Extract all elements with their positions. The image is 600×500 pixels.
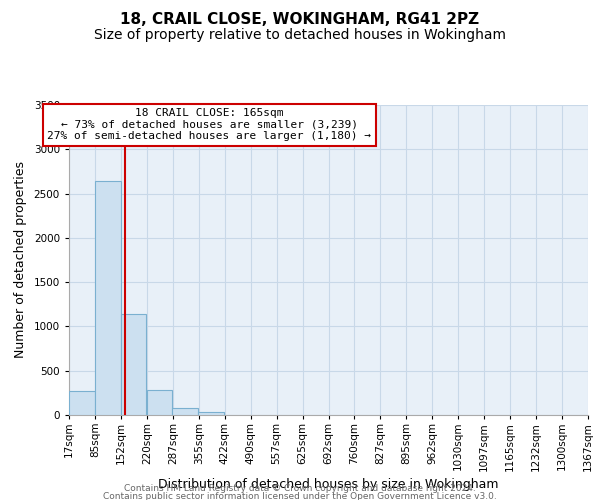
Bar (198, 412, 224, 415)
Text: Contains HM Land Registry data © Crown copyright and database right 2024.: Contains HM Land Registry data © Crown c… (124, 484, 476, 493)
Text: Contains public sector information licensed under the Open Government Licence v3: Contains public sector information licen… (103, 492, 497, 500)
X-axis label: Distribution of detached houses by size in Wokingham: Distribution of detached houses by size … (158, 478, 499, 490)
Text: Size of property relative to detached houses in Wokingham: Size of property relative to detached ho… (94, 28, 506, 42)
Text: 18, CRAIL CLOSE, WOKINGHAM, RG41 2PZ: 18, CRAIL CLOSE, WOKINGHAM, RG41 2PZ (121, 12, 479, 28)
Text: 18 CRAIL CLOSE: 165sqm
← 73% of detached houses are smaller (3,239)
27% of semi-: 18 CRAIL CLOSE: 165sqm ← 73% of detached… (47, 108, 371, 142)
Y-axis label: Number of detached properties: Number of detached properties (14, 162, 27, 358)
Bar (121, 314, 146, 415)
Bar (172, 408, 198, 415)
Bar (146, 390, 172, 415)
Bar (69, 391, 95, 415)
Bar (95, 181, 121, 415)
